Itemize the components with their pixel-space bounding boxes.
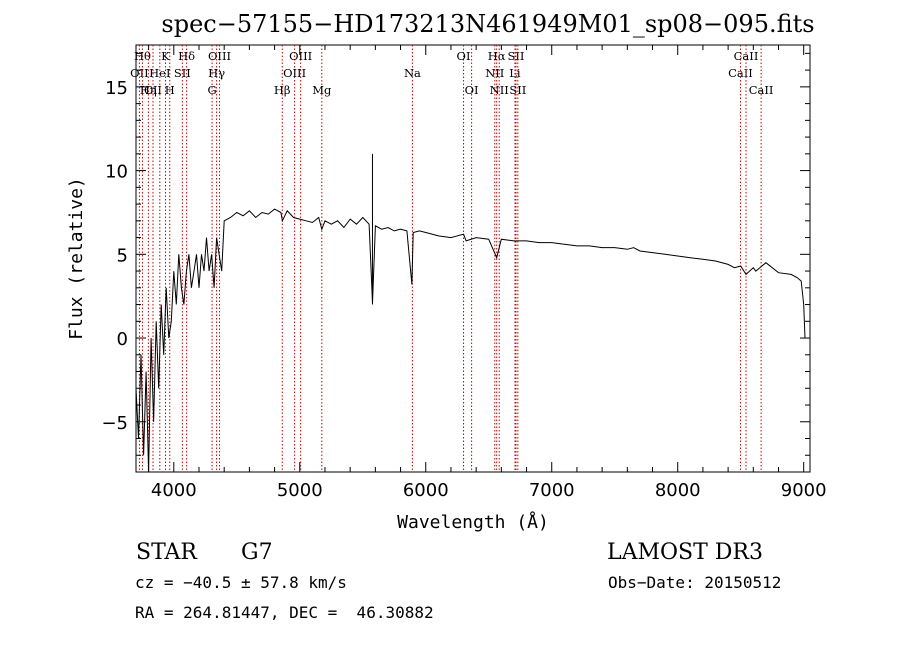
chart-title: spec−57155−HD173213N461949M01_sp08−095.f… [161,10,814,38]
line-marker-label-23: SII [507,49,524,63]
line-marker-label-11: OIII [208,49,231,63]
object-type: STAR [136,540,197,565]
line-marker-label-15: Mg [312,83,332,97]
survey-name: LAMOST DR3 [607,540,763,565]
line-marker-label-24: SII [509,83,526,97]
line-marker-label-8: Hδ [178,49,195,63]
coordinates: RA = 264.81447, DEC = 46.30882 [135,603,434,622]
line-marker-label-17: OI [457,49,471,63]
redshift-velocity: cz = −40.5 ± 57.8 km/s [135,573,347,592]
x-tick-label-2: 6000 [403,480,449,501]
line-marker-label-6: H [165,83,175,97]
line-marker-label-10: Hγ [208,66,225,80]
line-marker-label-7: SII [174,66,191,80]
spectrum-chart: spec−57155−HD173213N461949M01_sp08−095.f… [66,10,827,533]
x-axis-label: Wavelength (Å) [397,511,549,533]
line-marker-label-18: OI [465,83,479,97]
line-marker-label-27: CaII [749,83,774,97]
line-marker-label-13: OIII [283,66,306,80]
x-tick-label-3: 7000 [529,480,575,501]
line-marker-label-14: OIII [289,49,312,63]
line-marker-label-20: Hα [488,49,506,63]
line-marker-label-9: G [207,83,216,97]
y-tick-label-1: 0 [117,329,128,350]
line-marker-label-22: Li [509,66,521,80]
x-tick-label-4: 8000 [655,480,701,501]
x-tick-label-0: 4000 [151,480,197,501]
y-tick-label-4: 15 [105,78,128,99]
line-marker-label-3: CII [144,83,162,97]
observation-date: Obs−Date: 20150512 [608,573,782,592]
y-tick-label-2: 5 [117,245,128,266]
line-marker-label-1: Hθ [134,49,151,63]
line-marker-label-21: NII [490,83,509,97]
line-marker-label-19: NII [485,66,504,80]
line-marker-label-5: K [161,49,170,63]
subclass: G7 [241,540,273,565]
line-marker-label-12: Hβ [274,83,291,97]
line-marker-label-16: Na [404,66,421,80]
line-marker-label-25: CaII [728,66,753,80]
line-marker-label-0: OII [130,66,149,80]
y-axis-label: Flux (relative) [66,177,87,340]
x-tick-label-5: 9000 [781,480,827,501]
x-tick-label-1: 5000 [277,480,323,501]
plot-frame [135,44,811,473]
y-tick-label-3: 10 [105,162,128,183]
spectrum-series-0 [135,208,806,473]
y-tick-label-0: −5 [101,413,128,434]
line-marker-label-26: CaII [734,49,759,63]
line-marker-label-4: HeI [149,66,170,80]
